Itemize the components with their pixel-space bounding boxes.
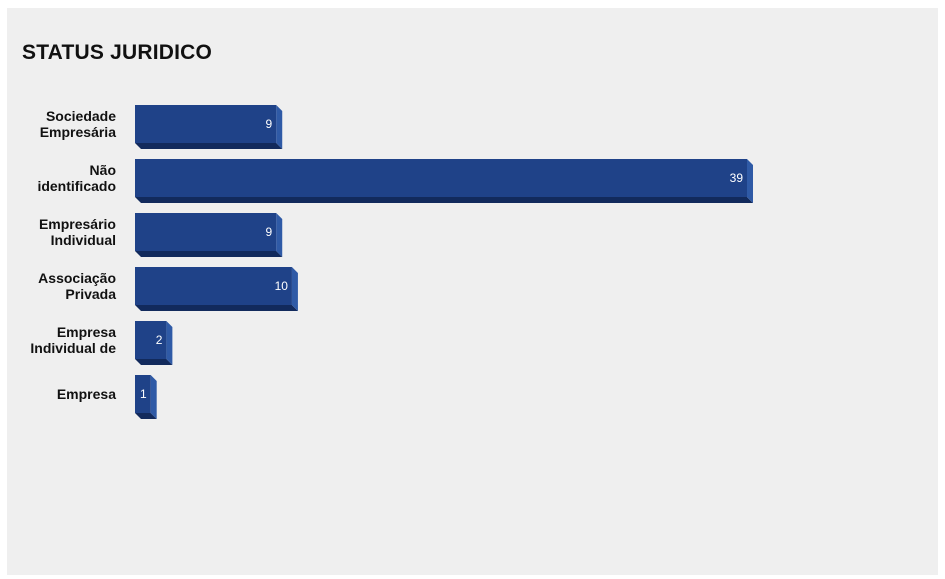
bar-front-face [135, 159, 747, 197]
bar-bottom-face [135, 413, 157, 419]
bar-2 [135, 159, 753, 203]
bar-4 [135, 267, 298, 311]
bar-3 [135, 213, 283, 257]
category-label: Empresa [57, 386, 116, 402]
bar-front-face [135, 213, 277, 251]
bar-side-face [747, 159, 753, 203]
category-label: Empresa [57, 324, 116, 340]
bar-bottom-face [135, 305, 298, 311]
value-label: 39 [730, 171, 744, 185]
bar-front-face [135, 267, 292, 305]
category-label: Individual [51, 232, 116, 248]
bar-side-face [276, 105, 283, 149]
value-label: 10 [275, 279, 289, 293]
category-label: Empresário [39, 216, 116, 232]
chart-title: STATUS JURIDICO [22, 41, 213, 64]
bar-bottom-face [135, 197, 753, 203]
category-label: Não [90, 162, 116, 178]
bar-bottom-face [135, 143, 283, 149]
bar-front-face [135, 375, 151, 413]
bar-side-face [291, 267, 298, 311]
category-label: identificado [37, 178, 116, 194]
category-label: Privada [65, 286, 116, 302]
value-label: 9 [266, 225, 273, 239]
bar-side-face [166, 321, 173, 365]
bar-1 [135, 105, 283, 149]
bar-bottom-face [135, 251, 283, 257]
value-label: 1 [140, 387, 147, 401]
category-label: Sociedade [46, 108, 116, 124]
bar-5 [135, 321, 173, 365]
bar-6 [135, 375, 157, 419]
category-label: Empresária [40, 124, 116, 140]
category-label: Associação [38, 270, 116, 286]
bar-bottom-face [135, 359, 173, 365]
category-label: Individual de [30, 340, 116, 356]
value-label: 9 [266, 117, 273, 131]
bar-front-face [135, 321, 167, 359]
bar-side-face [150, 375, 157, 419]
value-label: 2 [156, 333, 163, 347]
bar-front-face [135, 105, 277, 143]
bar-side-face [276, 213, 283, 257]
